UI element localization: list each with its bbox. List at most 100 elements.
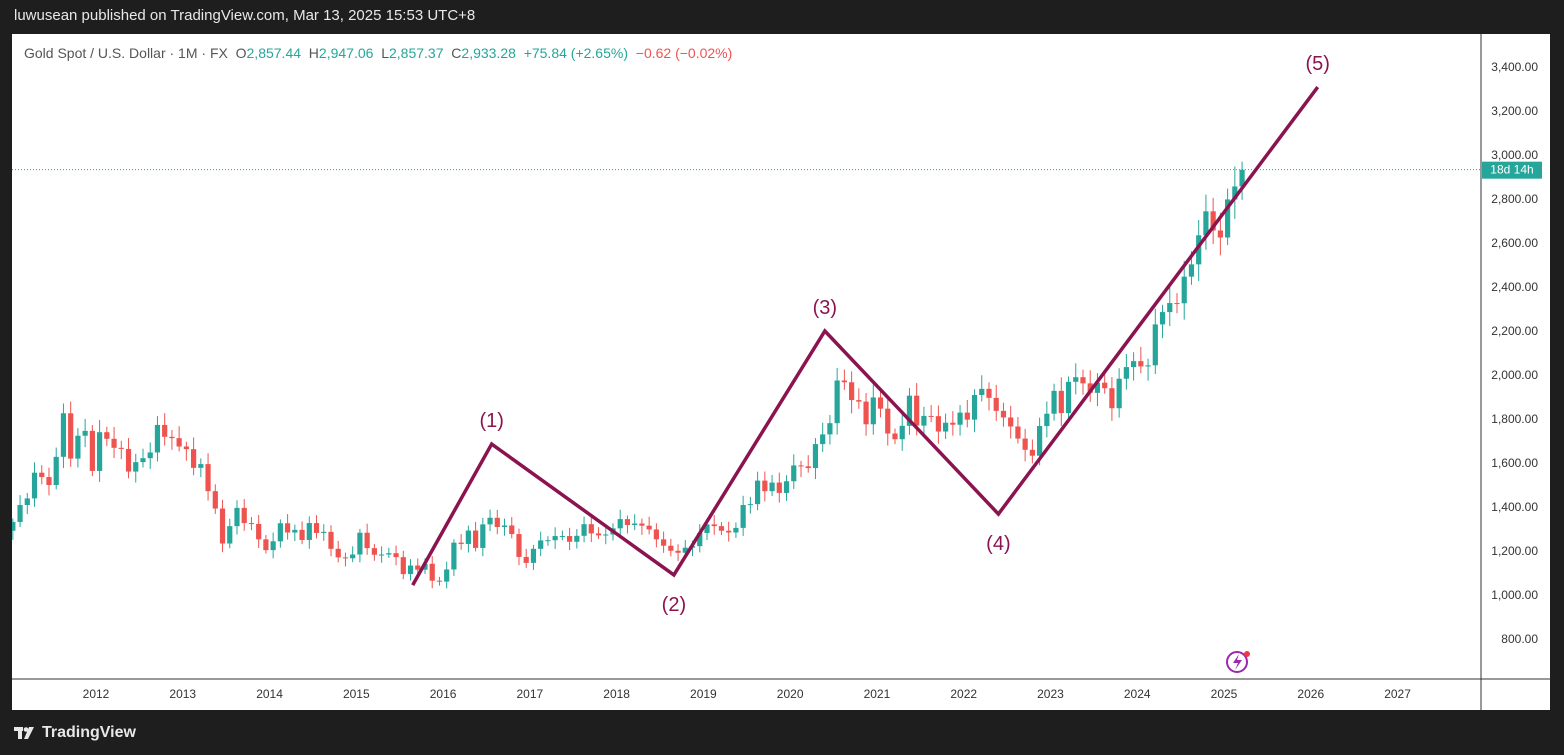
candle	[1102, 382, 1108, 389]
candle	[1094, 382, 1101, 393]
candle	[1239, 169, 1245, 187]
wave-label: (5)	[1305, 53, 1329, 75]
candle	[292, 529, 298, 533]
candle	[820, 434, 826, 445]
candle	[1037, 426, 1043, 456]
candle	[704, 524, 710, 533]
candle	[24, 498, 30, 506]
x-tick-label: 2017	[516, 687, 543, 701]
candle	[313, 523, 320, 533]
candle	[632, 523, 638, 526]
candle	[39, 472, 45, 478]
tradingview-logo[interactable]: TradingView	[14, 724, 136, 742]
candle	[935, 416, 941, 432]
candle	[335, 548, 341, 558]
y-tick-label: 1,800.00	[1491, 412, 1538, 426]
candle	[856, 400, 862, 402]
candle	[718, 526, 725, 531]
open-label: O	[235, 45, 247, 61]
candle	[1109, 388, 1115, 409]
candle	[176, 438, 182, 447]
y-tick-label: 2,200.00	[1491, 324, 1538, 338]
candle	[68, 413, 74, 459]
candle	[870, 397, 876, 425]
candle	[1015, 426, 1021, 439]
y-tick-label: 3,400.00	[1491, 60, 1538, 74]
candle	[407, 565, 414, 575]
candle	[1152, 324, 1158, 366]
candle	[1232, 186, 1238, 200]
y-tick-label: 3,200.00	[1491, 104, 1538, 118]
candle	[1080, 377, 1086, 384]
candle	[1087, 383, 1093, 393]
candle	[559, 536, 565, 538]
candle	[400, 557, 406, 575]
candle	[111, 438, 117, 448]
candle	[104, 432, 110, 439]
candle	[12, 521, 16, 531]
candle	[17, 505, 23, 522]
candle	[1174, 303, 1180, 305]
candle	[921, 415, 927, 426]
candle	[321, 531, 327, 533]
candle	[668, 545, 674, 551]
candle	[740, 505, 746, 528]
symbol-legend: Gold Spot / U.S. Dollar · 1M · FX O 2,857…	[24, 45, 732, 61]
candle	[1217, 230, 1223, 238]
low-label: L	[381, 45, 389, 61]
candle	[1051, 390, 1057, 414]
candle	[444, 569, 450, 582]
candle	[429, 563, 435, 581]
candle	[1225, 199, 1231, 238]
candle	[675, 550, 681, 553]
candle	[906, 395, 913, 426]
candle	[241, 507, 247, 524]
candle	[1138, 361, 1144, 367]
candle	[501, 525, 508, 528]
candle	[885, 408, 891, 434]
candle	[183, 446, 189, 450]
candle	[653, 529, 659, 540]
candle	[783, 481, 790, 493]
y-tick-label: 1,400.00	[1491, 500, 1538, 514]
candle	[516, 534, 522, 557]
candle	[762, 480, 768, 492]
candle	[133, 462, 139, 472]
y-tick-label: 2,400.00	[1491, 280, 1538, 294]
candle	[682, 547, 688, 553]
candle	[863, 401, 869, 425]
change-secondary: −0.62 (−0.02%)	[635, 45, 733, 61]
candle	[46, 477, 52, 485]
chart-frame[interactable]	[12, 34, 1550, 710]
wave-label: (4)	[986, 533, 1010, 555]
candle	[617, 519, 623, 529]
candle	[964, 412, 970, 420]
symbol-name[interactable]: Gold Spot / U.S. Dollar · 1M · FX	[24, 45, 228, 61]
low-value: 2,857.37	[389, 45, 444, 61]
candle	[1022, 438, 1028, 450]
candle	[75, 435, 81, 459]
notification-dot	[1244, 651, 1250, 657]
candle	[950, 422, 956, 425]
x-tick-label: 2016	[430, 687, 457, 701]
candle	[299, 529, 305, 540]
brand-name: TradingView	[42, 724, 136, 741]
candle	[1000, 410, 1007, 418]
x-tick-label: 2012	[83, 687, 110, 701]
candle	[162, 424, 168, 437]
candle	[661, 539, 667, 546]
countdown-label: 18d 14h	[1490, 163, 1533, 177]
candle	[639, 523, 645, 526]
candle	[154, 424, 161, 453]
y-tick-label: 2,000.00	[1491, 368, 1538, 382]
candle	[1196, 235, 1202, 265]
candle	[53, 456, 59, 485]
candle	[487, 517, 493, 525]
x-tick-label: 2015	[343, 687, 370, 701]
candle	[364, 532, 370, 549]
candle	[198, 464, 204, 468]
candle	[1188, 264, 1195, 277]
candle	[234, 507, 240, 527]
close-value: 2,933.28	[461, 45, 516, 61]
